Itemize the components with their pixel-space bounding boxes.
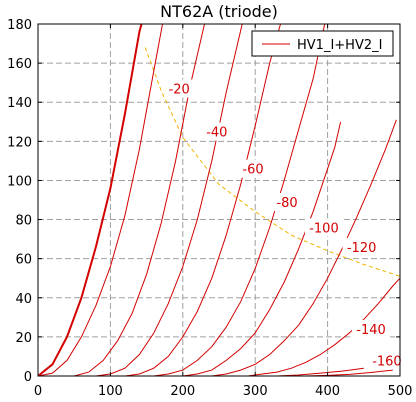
plate-curve [95,24,243,376]
curve-label: -40 [206,126,227,141]
x-tick-label: 200 [170,384,195,399]
plate-curve [38,24,163,376]
chart-title: NT62A (triode) [160,2,278,21]
x-tick-label: 300 [243,384,268,399]
axis-layer: 0 100 200 300 400 500 0 20 40 60 80 100 120 140 160 180 [7,18,412,399]
curve-label: -160 [372,354,402,369]
load-line [144,47,400,277]
y-tick-label: 0 [24,370,32,385]
plate-curve [182,121,342,376]
grid-layer [38,24,400,376]
y-tick-label: 160 [7,57,32,72]
y-tick-label: 140 [7,96,32,111]
curve-label-bg [304,218,343,237]
y-tick-label: 180 [7,18,32,33]
curve-label-bg [342,237,381,256]
curve-label-bg [164,79,195,98]
plot-frame [37,23,401,377]
curve-label-bg [238,159,269,178]
plate-curve [153,24,326,376]
curve-label: -80 [276,196,297,211]
y-tick-label: 100 [7,174,32,189]
plate-curve [38,24,143,376]
curve-label: -60 [242,163,263,178]
plate-curve [124,24,281,376]
y-tick-label: 40 [15,292,32,307]
y-tick-label: 20 [15,331,32,346]
curve-label: -120 [347,241,377,256]
legend: HV1_I+HV2_I [251,30,394,57]
legend-label: HV1_I+HV2_I [297,38,382,53]
y-tick-label: 120 [7,135,32,150]
x-tick-label: 100 [98,384,123,399]
plate-curve [247,277,400,376]
x-tick-label: 400 [315,384,340,399]
curve-label: -20 [169,83,190,98]
label-layer: -20 -40 -60 -80 -100 -120 -140 -160 [164,79,406,370]
curve-label-bg [201,122,232,141]
x-tick-label: 500 [388,384,413,399]
curve-label: -100 [309,221,339,236]
plate-curve [211,119,397,376]
y-tick-label: 80 [15,214,32,229]
plate-curve [276,367,364,376]
x-tick-label: 0 [34,384,42,399]
curve-label-bg [352,320,391,339]
y-tick-label: 60 [15,253,32,268]
curve-label-bg [367,351,406,370]
plate-curve [74,24,205,376]
curve-label-bg [272,192,303,211]
curve-label: -140 [356,323,386,338]
curve-layer [38,24,400,376]
